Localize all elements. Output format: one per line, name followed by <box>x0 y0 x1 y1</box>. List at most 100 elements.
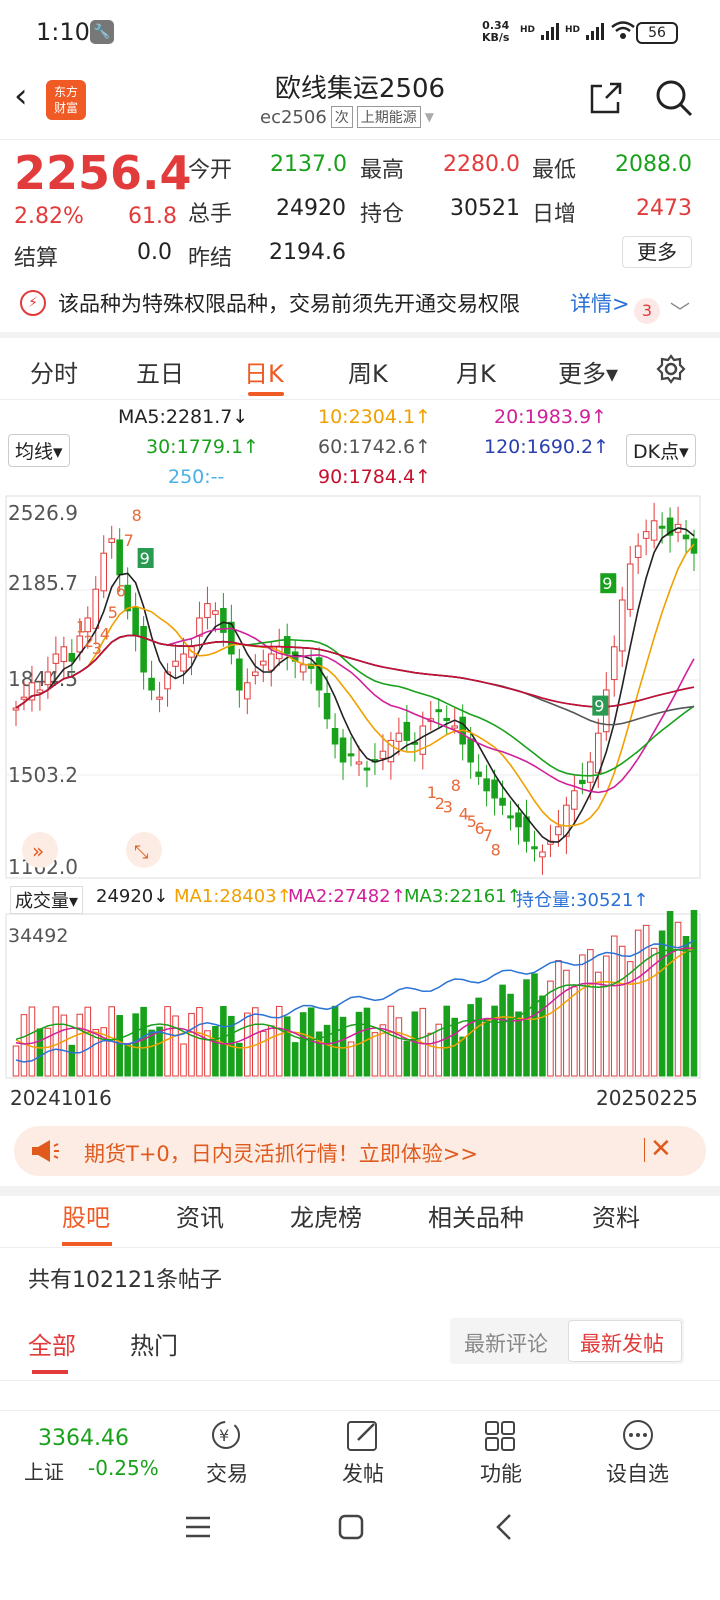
high-value: 2280.0 <box>443 152 520 177</box>
fullscreen-icon[interactable] <box>126 832 162 868</box>
volume-bar <box>347 1041 355 1077</box>
gear-icon[interactable] <box>656 354 686 384</box>
volume-bar <box>204 1030 211 1077</box>
promo-banner[interactable] <box>14 1126 706 1176</box>
ma-line <box>15 527 695 843</box>
ma-selector[interactable]: 均线▾ <box>8 434 70 467</box>
candle <box>515 812 522 828</box>
index-value[interactable]: 3364.46 <box>38 1426 129 1451</box>
candle <box>315 657 323 691</box>
signal-label: 9 <box>140 549 150 568</box>
candle <box>347 753 355 757</box>
tab-five-day[interactable]: 五日 <box>136 360 184 388</box>
candle <box>267 653 275 671</box>
volume-bar <box>523 979 530 1077</box>
svg-text:»: » <box>32 839 44 863</box>
kline-chart[interactable]: 2526.9 2185.7 1844.5 1503.2 1162.0 87912… <box>0 490 720 890</box>
tab-dragon-tiger[interactable]: 龙虎榜 <box>290 1204 362 1232</box>
trade-label[interactable]: 交易 <box>206 1462 248 1486</box>
tab-related[interactable]: 相关品种 <box>428 1204 524 1232</box>
ma90-label: 90:1784.4↑ <box>318 466 431 488</box>
contract-code[interactable]: ec2506 次上期能源 ▼ <box>260 106 435 128</box>
expand-left-icon[interactable] <box>22 832 58 868</box>
ma5-label: MA5:2281.7↓ <box>118 406 249 428</box>
tab-all-posts[interactable]: 全部 <box>28 1332 76 1360</box>
back-button[interactable]: ‹ <box>14 76 28 116</box>
volume-bar <box>555 960 562 1077</box>
notice-bar <box>0 280 720 338</box>
tab-intraday[interactable]: 分时 <box>30 360 78 388</box>
inc-value: 2473 <box>636 196 692 221</box>
ma-line <box>15 543 695 827</box>
search-icon[interactable] <box>654 78 694 118</box>
tab-profile[interactable]: 资料 <box>592 1204 640 1232</box>
tab-daily-k[interactable]: 日K <box>244 360 284 388</box>
promo-text[interactable]: 期货T+0，日内灵活抓行情！立即体验>> <box>84 1142 478 1166</box>
notice-detail-link[interactable]: 详情> <box>570 292 630 316</box>
home-icon[interactable] <box>338 1514 364 1540</box>
volume-bar <box>634 929 642 1077</box>
volume-bar <box>331 1005 339 1077</box>
function-label[interactable]: 功能 <box>480 1462 522 1486</box>
sort-active-bg <box>568 1320 682 1362</box>
page-title: 欧线集运2506 <box>274 74 446 104</box>
candle <box>116 539 123 576</box>
menu-icon[interactable] <box>184 1514 212 1540</box>
sort-latest-post[interactable]: 最新发帖 <box>580 1332 664 1356</box>
volume-bar <box>196 1007 203 1077</box>
volume-bar <box>642 924 650 1077</box>
tab-weekly-k[interactable]: 周K <box>348 360 388 388</box>
candle <box>571 790 578 810</box>
clock: 1:10 <box>36 18 90 46</box>
ma-line <box>15 634 695 709</box>
index-name: 上证 <box>24 1460 64 1484</box>
tab-news[interactable]: 资讯 <box>176 1204 224 1232</box>
close-icon[interactable]: ✕ <box>650 1134 672 1164</box>
candle <box>531 846 538 850</box>
tab-more[interactable]: 更多▾ <box>558 360 619 388</box>
post-label[interactable]: 发帖 <box>342 1462 384 1486</box>
watchlist-icon[interactable] <box>618 1418 658 1454</box>
signal-label: 8 <box>491 841 501 860</box>
volume-bar <box>515 1011 522 1077</box>
sort-latest-comment[interactable]: 最新评论 <box>464 1332 548 1356</box>
candle <box>594 732 602 774</box>
volume-bar <box>690 910 698 1077</box>
tab-hot-posts[interactable]: 热门 <box>130 1332 178 1360</box>
candle <box>283 636 291 655</box>
watchlist-label[interactable]: 设自选 <box>606 1462 669 1486</box>
signal-label: 5 <box>108 603 118 622</box>
prev-value: 2194.6 <box>269 240 346 265</box>
candle <box>579 779 586 785</box>
network-speed: 0.34 KB/s <box>482 19 510 44</box>
candle <box>563 804 570 837</box>
trade-icon[interactable]: ¥ <box>206 1418 246 1454</box>
candle <box>140 626 147 673</box>
volume-bar <box>220 1006 227 1077</box>
signal-badge <box>592 695 609 716</box>
back-nav-icon[interactable] <box>494 1512 514 1542</box>
candle <box>435 709 443 713</box>
candle <box>244 682 251 700</box>
post-icon[interactable] <box>344 1418 384 1454</box>
chevron-down-icon[interactable]: ﹀ <box>670 300 690 324</box>
dk-point-button[interactable]: DK点▾ <box>626 434 696 467</box>
candle <box>100 552 108 592</box>
volume-bar <box>467 1004 474 1077</box>
tab-guba[interactable]: 股吧 <box>62 1204 110 1232</box>
open-value: 2137.0 <box>270 152 347 177</box>
more-button[interactable]: 更多 <box>622 236 692 268</box>
volume-bar <box>459 1036 466 1077</box>
candle <box>331 727 339 745</box>
volume-bar <box>148 1029 155 1077</box>
volume-bar <box>427 1032 435 1077</box>
function-icon[interactable] <box>482 1418 522 1454</box>
candle <box>299 664 307 673</box>
candle <box>443 718 451 722</box>
tab-monthly-k[interactable]: 月K <box>456 360 496 388</box>
tab-underline <box>248 392 284 396</box>
share-icon[interactable] <box>588 80 624 116</box>
volume-bar <box>212 1026 219 1077</box>
prev-label: 昨结 <box>188 246 233 271</box>
wrench-icon: 🔧 <box>90 20 114 44</box>
